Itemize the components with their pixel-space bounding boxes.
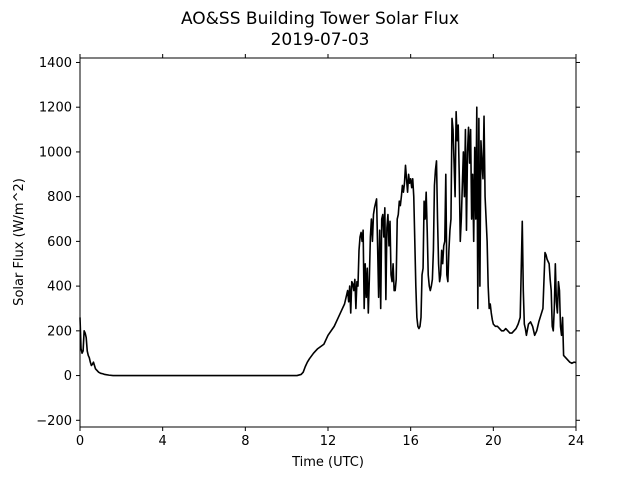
y-tick-label-2: 200 [47, 324, 72, 339]
x-axis-label: Time (UTC) [291, 455, 364, 470]
x-tick-label-3: 12 [320, 434, 337, 449]
y-tick-label-4: 600 [47, 235, 72, 250]
chart-title: AO&SS Building Tower Solar Flux [181, 9, 459, 29]
x-tick-label-0: 0 [76, 434, 84, 449]
chart-subtitle: 2019-07-03 [271, 30, 370, 50]
y-tick-label-0: −200 [36, 414, 72, 429]
x-tick-label-2: 8 [241, 434, 249, 449]
plot-area: 0 4 8 12 16 20 24 −200 0 200 400 600 800 1000 1200 140… [36, 54, 584, 449]
x-tick-label-4: 16 [402, 434, 419, 449]
y-axis-ticks: −200 0 200 400 600 800 1000 1200 1400 [36, 56, 580, 429]
plot-background [80, 58, 576, 427]
y-tick-label-1: 0 [64, 369, 72, 384]
x-tick-label-6: 24 [568, 434, 585, 449]
y-tick-label-5: 800 [47, 190, 72, 205]
series-line-0 [79, 106, 577, 377]
x-axis-ticks: 0 4 8 12 16 20 24 [76, 54, 584, 449]
y-tick-label-8: 1400 [39, 56, 72, 71]
x-tick-label-5: 20 [485, 434, 502, 449]
x-tick-label-1: 4 [159, 434, 167, 449]
y-tick-label-3: 400 [47, 280, 72, 295]
y-tick-label-6: 1000 [39, 145, 72, 160]
series-layer [79, 106, 577, 377]
y-tick-label-7: 1200 [39, 101, 72, 116]
y-axis-label: Solar Flux (W/m^2) [12, 178, 27, 306]
